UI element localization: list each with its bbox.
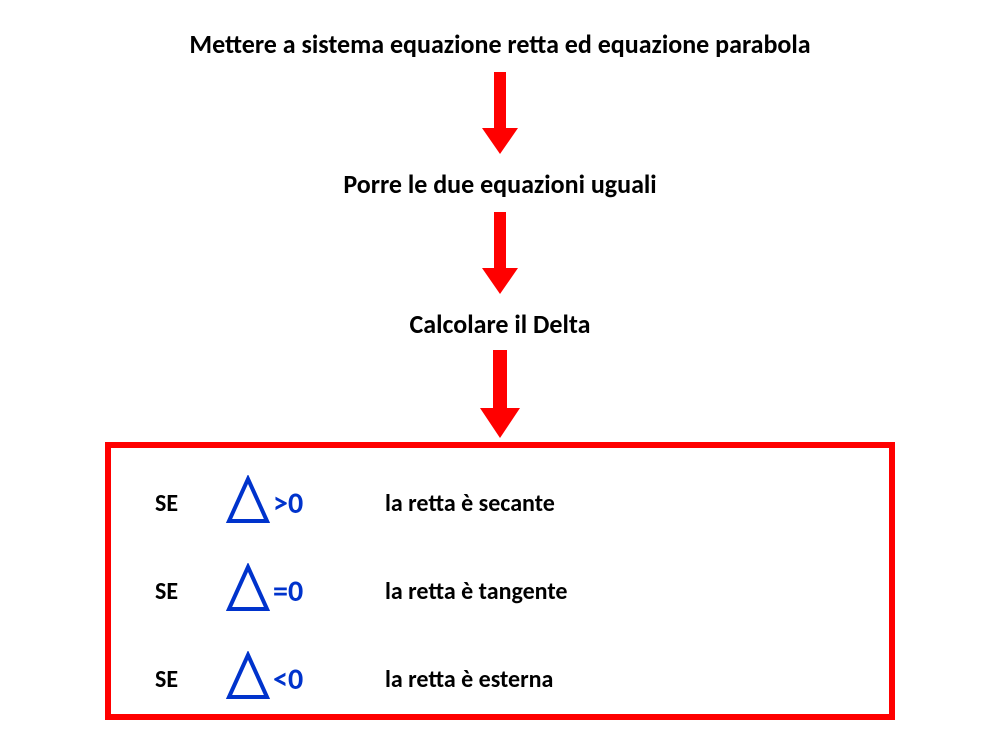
- result-row-secante: SE >0 la retta è secante: [155, 468, 555, 538]
- se-label: SE: [155, 577, 225, 606]
- delta-icon: [225, 475, 271, 532]
- delta-cell: >0: [225, 475, 385, 532]
- delta-operator: >0: [273, 485, 303, 522]
- result-row-esterna: SE <0 la retta è esterna: [155, 644, 553, 714]
- delta-icon: [225, 563, 271, 620]
- delta-cell: =0: [225, 563, 385, 620]
- delta-cell: <0: [225, 651, 385, 708]
- result-row-tangente: SE =0 la retta è tangente: [155, 556, 567, 626]
- delta-operator: <0: [273, 661, 303, 698]
- result-text: la retta è secante: [385, 489, 555, 518]
- result-text: la retta è tangente: [385, 577, 567, 606]
- result-text: la retta è esterna: [385, 665, 553, 694]
- delta-operator: =0: [273, 573, 303, 610]
- se-label: SE: [155, 665, 225, 694]
- arrow-1: [0, 70, 1000, 156]
- delta-icon: [225, 651, 271, 708]
- step-3-text: Calcolare il Delta: [0, 308, 1000, 340]
- step-1-text: Mettere a sistema equazione retta ed equ…: [0, 28, 1000, 60]
- diagram-canvas: Mettere a sistema equazione retta ed equ…: [0, 0, 1000, 750]
- arrow-2: [0, 210, 1000, 296]
- se-label: SE: [155, 489, 225, 518]
- arrow-3: [0, 348, 1000, 440]
- step-2-text: Porre le due equazioni uguali: [0, 168, 1000, 200]
